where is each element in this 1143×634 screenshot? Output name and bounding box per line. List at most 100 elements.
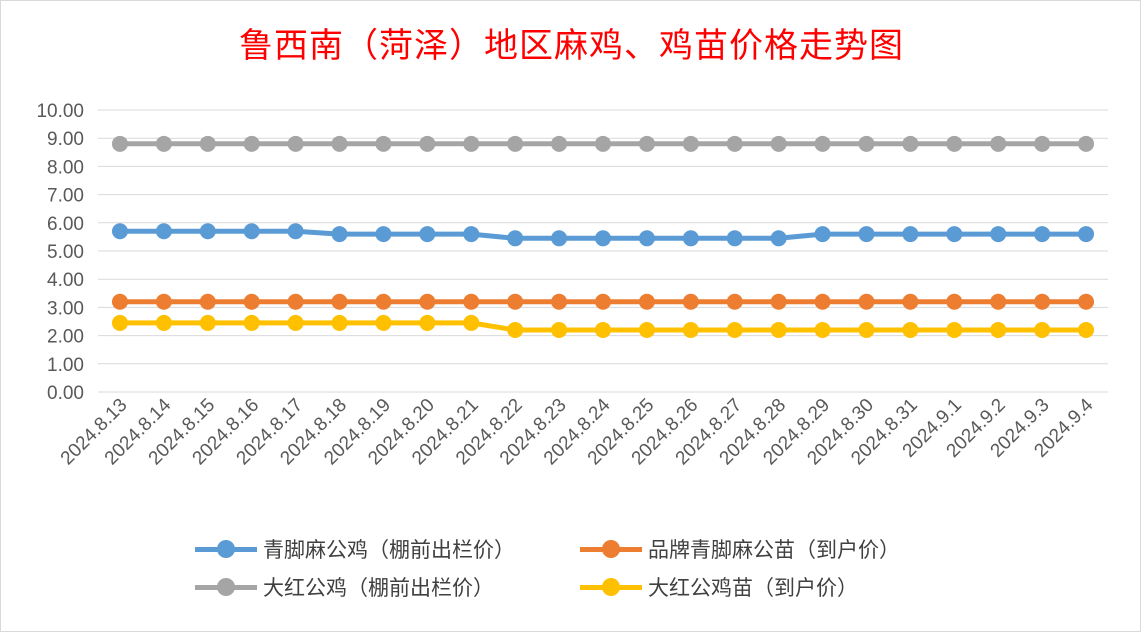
legend-label: 大红公鸡（棚前出栏价） [263, 576, 494, 600]
data-point [990, 293, 1007, 310]
data-point [638, 293, 655, 310]
data-point [1078, 293, 1095, 310]
data-point [1078, 321, 1095, 338]
legend-swatch [195, 539, 257, 559]
data-point [155, 314, 172, 331]
data-point [287, 293, 304, 310]
data-point [463, 314, 480, 331]
data-point [111, 223, 128, 240]
data-point [243, 223, 260, 240]
data-point [155, 135, 172, 152]
data-point [199, 293, 216, 310]
data-point [463, 226, 480, 243]
data-point [1078, 135, 1095, 152]
data-point [551, 230, 568, 247]
data-point [199, 135, 216, 152]
data-point [111, 314, 128, 331]
data-point [507, 321, 524, 338]
data-point [726, 230, 743, 247]
data-point [902, 321, 919, 338]
data-point [1034, 321, 1051, 338]
data-point [375, 135, 392, 152]
data-point [902, 293, 919, 310]
legend-swatch [195, 577, 257, 597]
data-point [902, 226, 919, 243]
data-point [419, 293, 436, 310]
y-tick-label: 10.00 [36, 101, 84, 122]
data-point [1034, 135, 1051, 152]
data-point [375, 314, 392, 331]
legend-item: 大红公鸡苗（到户价） [580, 570, 858, 604]
y-tick-label: 0.00 [47, 383, 84, 404]
data-point [243, 314, 260, 331]
y-tick-label: 2.00 [47, 327, 84, 348]
data-point [814, 135, 831, 152]
data-point [990, 226, 1007, 243]
data-point [331, 314, 348, 331]
data-point [463, 293, 480, 310]
legend-label: 品牌青脚麻公苗（到户价） [648, 538, 900, 562]
legend-item: 青脚麻公鸡（棚前出栏价） [195, 532, 515, 566]
data-point [990, 135, 1007, 152]
data-point [243, 135, 260, 152]
data-point [638, 321, 655, 338]
data-point [638, 230, 655, 247]
data-point [551, 135, 568, 152]
chart-title: 鲁西南（菏泽）地区麻鸡、鸡苗价格走势图 [239, 26, 904, 66]
data-point [375, 226, 392, 243]
data-point [814, 321, 831, 338]
data-point [726, 321, 743, 338]
y-tick-label: 9.00 [47, 129, 84, 150]
data-point [507, 135, 524, 152]
y-tick-label: 4.00 [47, 270, 84, 291]
data-point [287, 223, 304, 240]
data-point [770, 321, 787, 338]
data-point [287, 314, 304, 331]
y-tick-label: 8.00 [47, 157, 84, 178]
data-point [595, 321, 611, 338]
data-point [858, 293, 875, 310]
data-point [638, 135, 655, 152]
data-point [946, 321, 963, 338]
data-point [595, 135, 611, 152]
data-point [946, 226, 963, 243]
data-point [770, 135, 787, 152]
data-point [682, 321, 699, 338]
data-point [946, 293, 963, 310]
data-point [375, 293, 392, 310]
data-point [595, 230, 611, 247]
data-point [682, 293, 699, 310]
legend-label: 青脚麻公鸡（棚前出栏价） [263, 538, 515, 562]
data-point [682, 135, 699, 152]
data-point [199, 314, 216, 331]
data-point [858, 321, 875, 338]
legend-item: 大红公鸡（棚前出栏价） [195, 570, 494, 604]
y-tick-label: 1.00 [47, 355, 84, 376]
data-point [331, 135, 348, 152]
data-point [419, 226, 436, 243]
data-point [111, 135, 128, 152]
data-point [682, 230, 699, 247]
data-point [551, 293, 568, 310]
data-point [419, 314, 436, 331]
data-point [770, 293, 787, 310]
y-tick-label: 7.00 [47, 186, 84, 207]
data-point [419, 135, 436, 152]
data-point [726, 293, 743, 310]
data-point [1078, 226, 1095, 243]
data-point [990, 321, 1007, 338]
data-point [111, 293, 128, 310]
data-point [858, 226, 875, 243]
data-point [946, 135, 963, 152]
data-point [463, 135, 480, 152]
data-point [243, 293, 260, 310]
data-point [331, 226, 348, 243]
data-point [814, 293, 831, 310]
data-point [858, 135, 875, 152]
legend-swatch [580, 539, 642, 559]
data-point [507, 293, 524, 310]
data-point [287, 135, 304, 152]
data-point [155, 223, 172, 240]
